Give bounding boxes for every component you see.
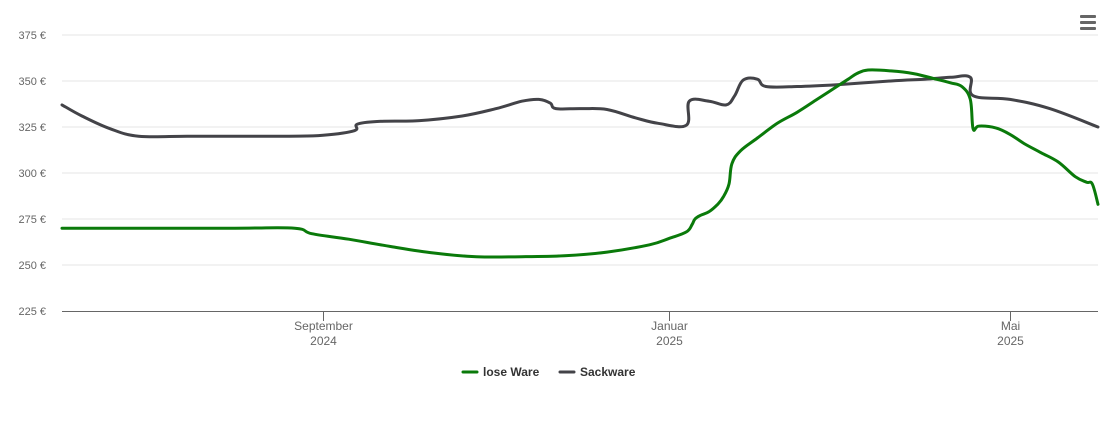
- axes: 225 € 250 € 275 € 300 € 325 € 350 € 375 € Septe…: [18, 30, 1098, 348]
- y-tick-label: 325 €: [18, 122, 46, 134]
- series-line-sackware: [60, 74, 1100, 139]
- y-tick-label: 275 €: [18, 214, 46, 226]
- y-tick-label: 300 €: [18, 168, 46, 180]
- chart-menu-button[interactable]: [1074, 8, 1102, 36]
- x-tick-sublabel: 2024: [310, 334, 337, 348]
- y-tick-label: 375 €: [18, 30, 46, 42]
- grid-lines: [62, 34, 1098, 266]
- legend-item-lose-ware[interactable]: lose Ware: [461, 365, 540, 379]
- hamburger-menu-icon: [1080, 15, 1096, 30]
- y-tick-label: 350 €: [18, 76, 46, 88]
- y-tick-label: 225 €: [18, 306, 46, 318]
- x-tick-sublabel: 2025: [997, 334, 1024, 348]
- x-tick-label: Januar: [651, 319, 688, 333]
- x-tick-label: September: [294, 319, 353, 333]
- legend-label: Sackware: [580, 365, 636, 379]
- series-line-lose-ware: [60, 68, 1100, 259]
- series-lines: [60, 68, 1100, 259]
- legend-item-sackware[interactable]: Sackware: [558, 365, 636, 379]
- x-tick-sublabel: 2025: [656, 334, 683, 348]
- x-tick-label: Mai: [1001, 319, 1020, 333]
- y-tick-label: 250 €: [18, 260, 46, 272]
- legend: lose Ware Sackware: [461, 365, 636, 379]
- legend-label: lose Ware: [483, 365, 540, 379]
